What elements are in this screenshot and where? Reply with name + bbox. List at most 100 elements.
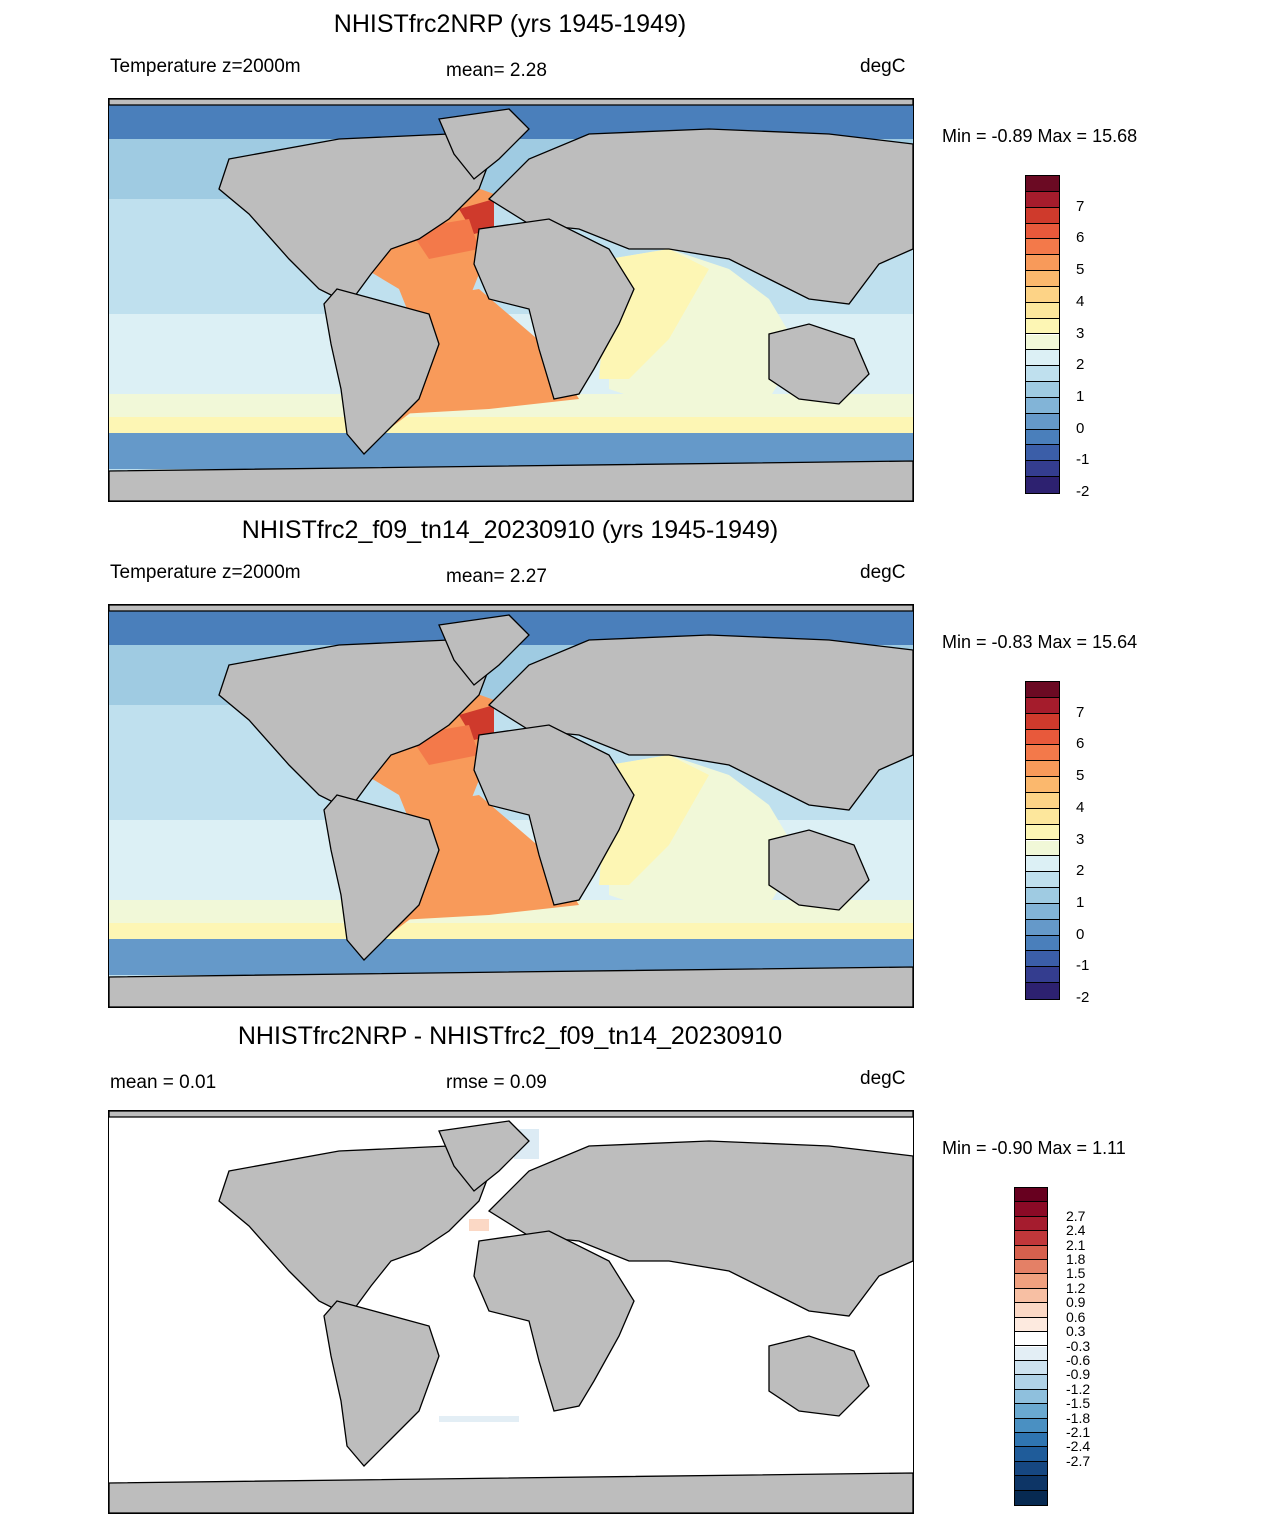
colorbar-swatch [1026,302,1059,319]
greenland-land [438,108,530,180]
colorbar-swatch [1026,792,1059,809]
colorbar-tick-label: 1.2 [1066,1279,1086,1296]
colorbar-swatch [1026,286,1059,303]
colorbar-tick-label: 5 [1076,767,1085,785]
colorbar-swatch [1015,1288,1047,1304]
colorbar-swatch [1026,429,1059,446]
colorbar-tick-label: 0 [1076,925,1085,943]
units-label: degC [860,562,906,583]
colorbar-swatch [1026,477,1059,493]
colorbar-tick-label: 2.1 [1066,1236,1086,1253]
colorbar-tick-label: 0 [1076,419,1085,437]
units-label: degC [860,56,906,77]
colorbar-tick-label: 4 [1076,798,1085,816]
colorbar-tick-label: 0.9 [1066,1294,1086,1311]
colorbar-swatch [1015,1432,1047,1448]
colorbar-swatch [1015,1389,1047,1405]
colorbar-tick-label: 6 [1076,229,1085,247]
colorbar-swatch [1015,1188,1047,1203]
europe-asia-land [487,634,913,811]
mean-label: mean= 2.28 [446,60,547,81]
colorbar-swatch [1026,888,1059,904]
colorbar-tick-label: -1 [1076,451,1090,469]
colorbar-swatch [1026,824,1059,841]
colorbar [1025,175,1060,494]
colorbar-tick-label: -0.9 [1066,1366,1091,1383]
world-map [108,1110,914,1514]
colorbar-swatch [1026,761,1059,778]
colorbar-tick-label: 3 [1076,830,1085,848]
colorbar-swatch [1026,983,1059,999]
colorbar-swatch [1026,697,1059,714]
panel-title: NHISTfrc2NRP - NHISTfrc2_f09_tn14_202309… [237,1022,783,1050]
colorbar-tick-label: 2 [1076,356,1085,374]
colorbar-swatch [1026,682,1059,698]
mediterranean-outflow-field [459,705,494,740]
world-map [108,604,914,1008]
colorbar-tick-label: 5 [1076,261,1085,279]
colorbar-swatch [1026,903,1059,920]
colorbar-swatch [1015,1303,1047,1318]
colorbar-tick-label: 2 [1076,862,1085,880]
australia-land [768,1335,870,1417]
arctic-land [109,605,913,612]
colorbar-swatch [1015,1447,1047,1462]
colorbar-swatch [1026,919,1059,936]
south-atlantic-field [399,289,579,414]
greenland-land [438,1120,530,1192]
colorbar-swatch [1026,350,1059,367]
colorbar-tick-label: 7 [1076,703,1085,721]
colorbar-swatch [1026,856,1059,873]
units-label: degC [860,1068,906,1089]
mean-label: mean = 0.01 [110,1072,217,1093]
colorbar-swatch [1026,951,1059,968]
colorbar-swatch [1026,191,1059,208]
colorbar-swatch [1026,445,1059,462]
europe-asia-land [487,128,913,305]
colorbar-swatch [1015,1317,1047,1333]
mediterranean-outflow-field [459,199,494,234]
colorbar-swatch [1026,366,1059,383]
antarctica-land [109,1472,913,1513]
europe-asia-land [487,1140,913,1317]
colorbar-swatch [1026,223,1059,240]
colorbar-swatch [1015,1476,1047,1491]
colorbar-swatch [1015,1360,1047,1376]
colorbar-swatch [1015,1404,1047,1419]
colorbar-tick-label: 1 [1076,387,1085,405]
southern-anomaly [439,1416,519,1422]
colorbar-tick-label: -2 [1076,483,1090,500]
africa-land [473,1230,635,1412]
south-atlantic-field [399,795,579,920]
colorbar-tick-label: -1.2 [1066,1380,1091,1397]
colorbar-swatch [1015,1346,1047,1361]
colorbar-swatch [1026,413,1059,430]
colorbar [1025,681,1060,1000]
south-america-land [323,1300,440,1467]
south-america-land [323,794,440,961]
colorbar-swatch [1026,397,1059,414]
colorbar-swatch [1026,967,1059,984]
colorbar-tick-label: 1 [1076,893,1085,911]
colorbar-swatch [1026,271,1059,287]
colorbar-swatch [1026,176,1059,192]
colorbar-tick-label: -2.7 [1066,1452,1091,1469]
colorbar-swatch [1026,255,1059,272]
colorbar-tick-label: 1.5 [1066,1265,1086,1282]
colorbar-tick-label: -1.5 [1066,1395,1091,1412]
colorbar-swatch [1015,1274,1047,1289]
colorbar-tick-label: 7 [1076,197,1085,215]
colorbar-swatch [1026,935,1059,952]
min-max-label: Min = -0.89 Max = 15.68 [942,126,1138,146]
mean-label: mean= 2.27 [446,566,547,587]
colorbar-swatch [1026,808,1059,825]
colorbar-swatch [1026,840,1059,857]
colorbar-swatch [1026,334,1059,351]
colorbar-swatch [1015,1260,1047,1275]
australia-land [768,323,870,405]
colorbar-tick-label: -1 [1076,957,1090,975]
antarctica-land [109,460,913,501]
colorbar-swatch [1015,1202,1047,1217]
colorbar-swatch [1015,1490,1047,1505]
colorbar-swatch [1026,207,1059,224]
